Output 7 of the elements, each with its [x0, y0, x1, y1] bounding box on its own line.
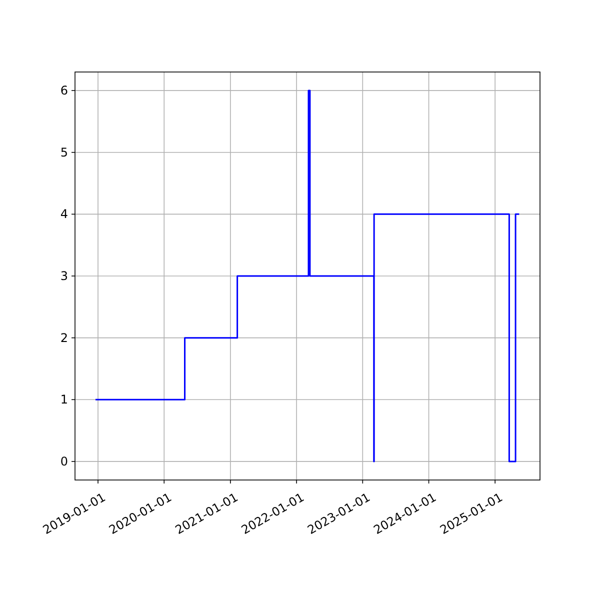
y-tick-label: 1 — [60, 392, 68, 407]
y-tick-label: 2 — [60, 330, 68, 345]
y-tick-label: 4 — [60, 207, 68, 222]
y-tick-label: 0 — [60, 454, 68, 468]
y-tick-label: 6 — [60, 84, 68, 98]
y-tick-label: 5 — [60, 145, 68, 160]
y-tick-label: 3 — [60, 269, 68, 283]
